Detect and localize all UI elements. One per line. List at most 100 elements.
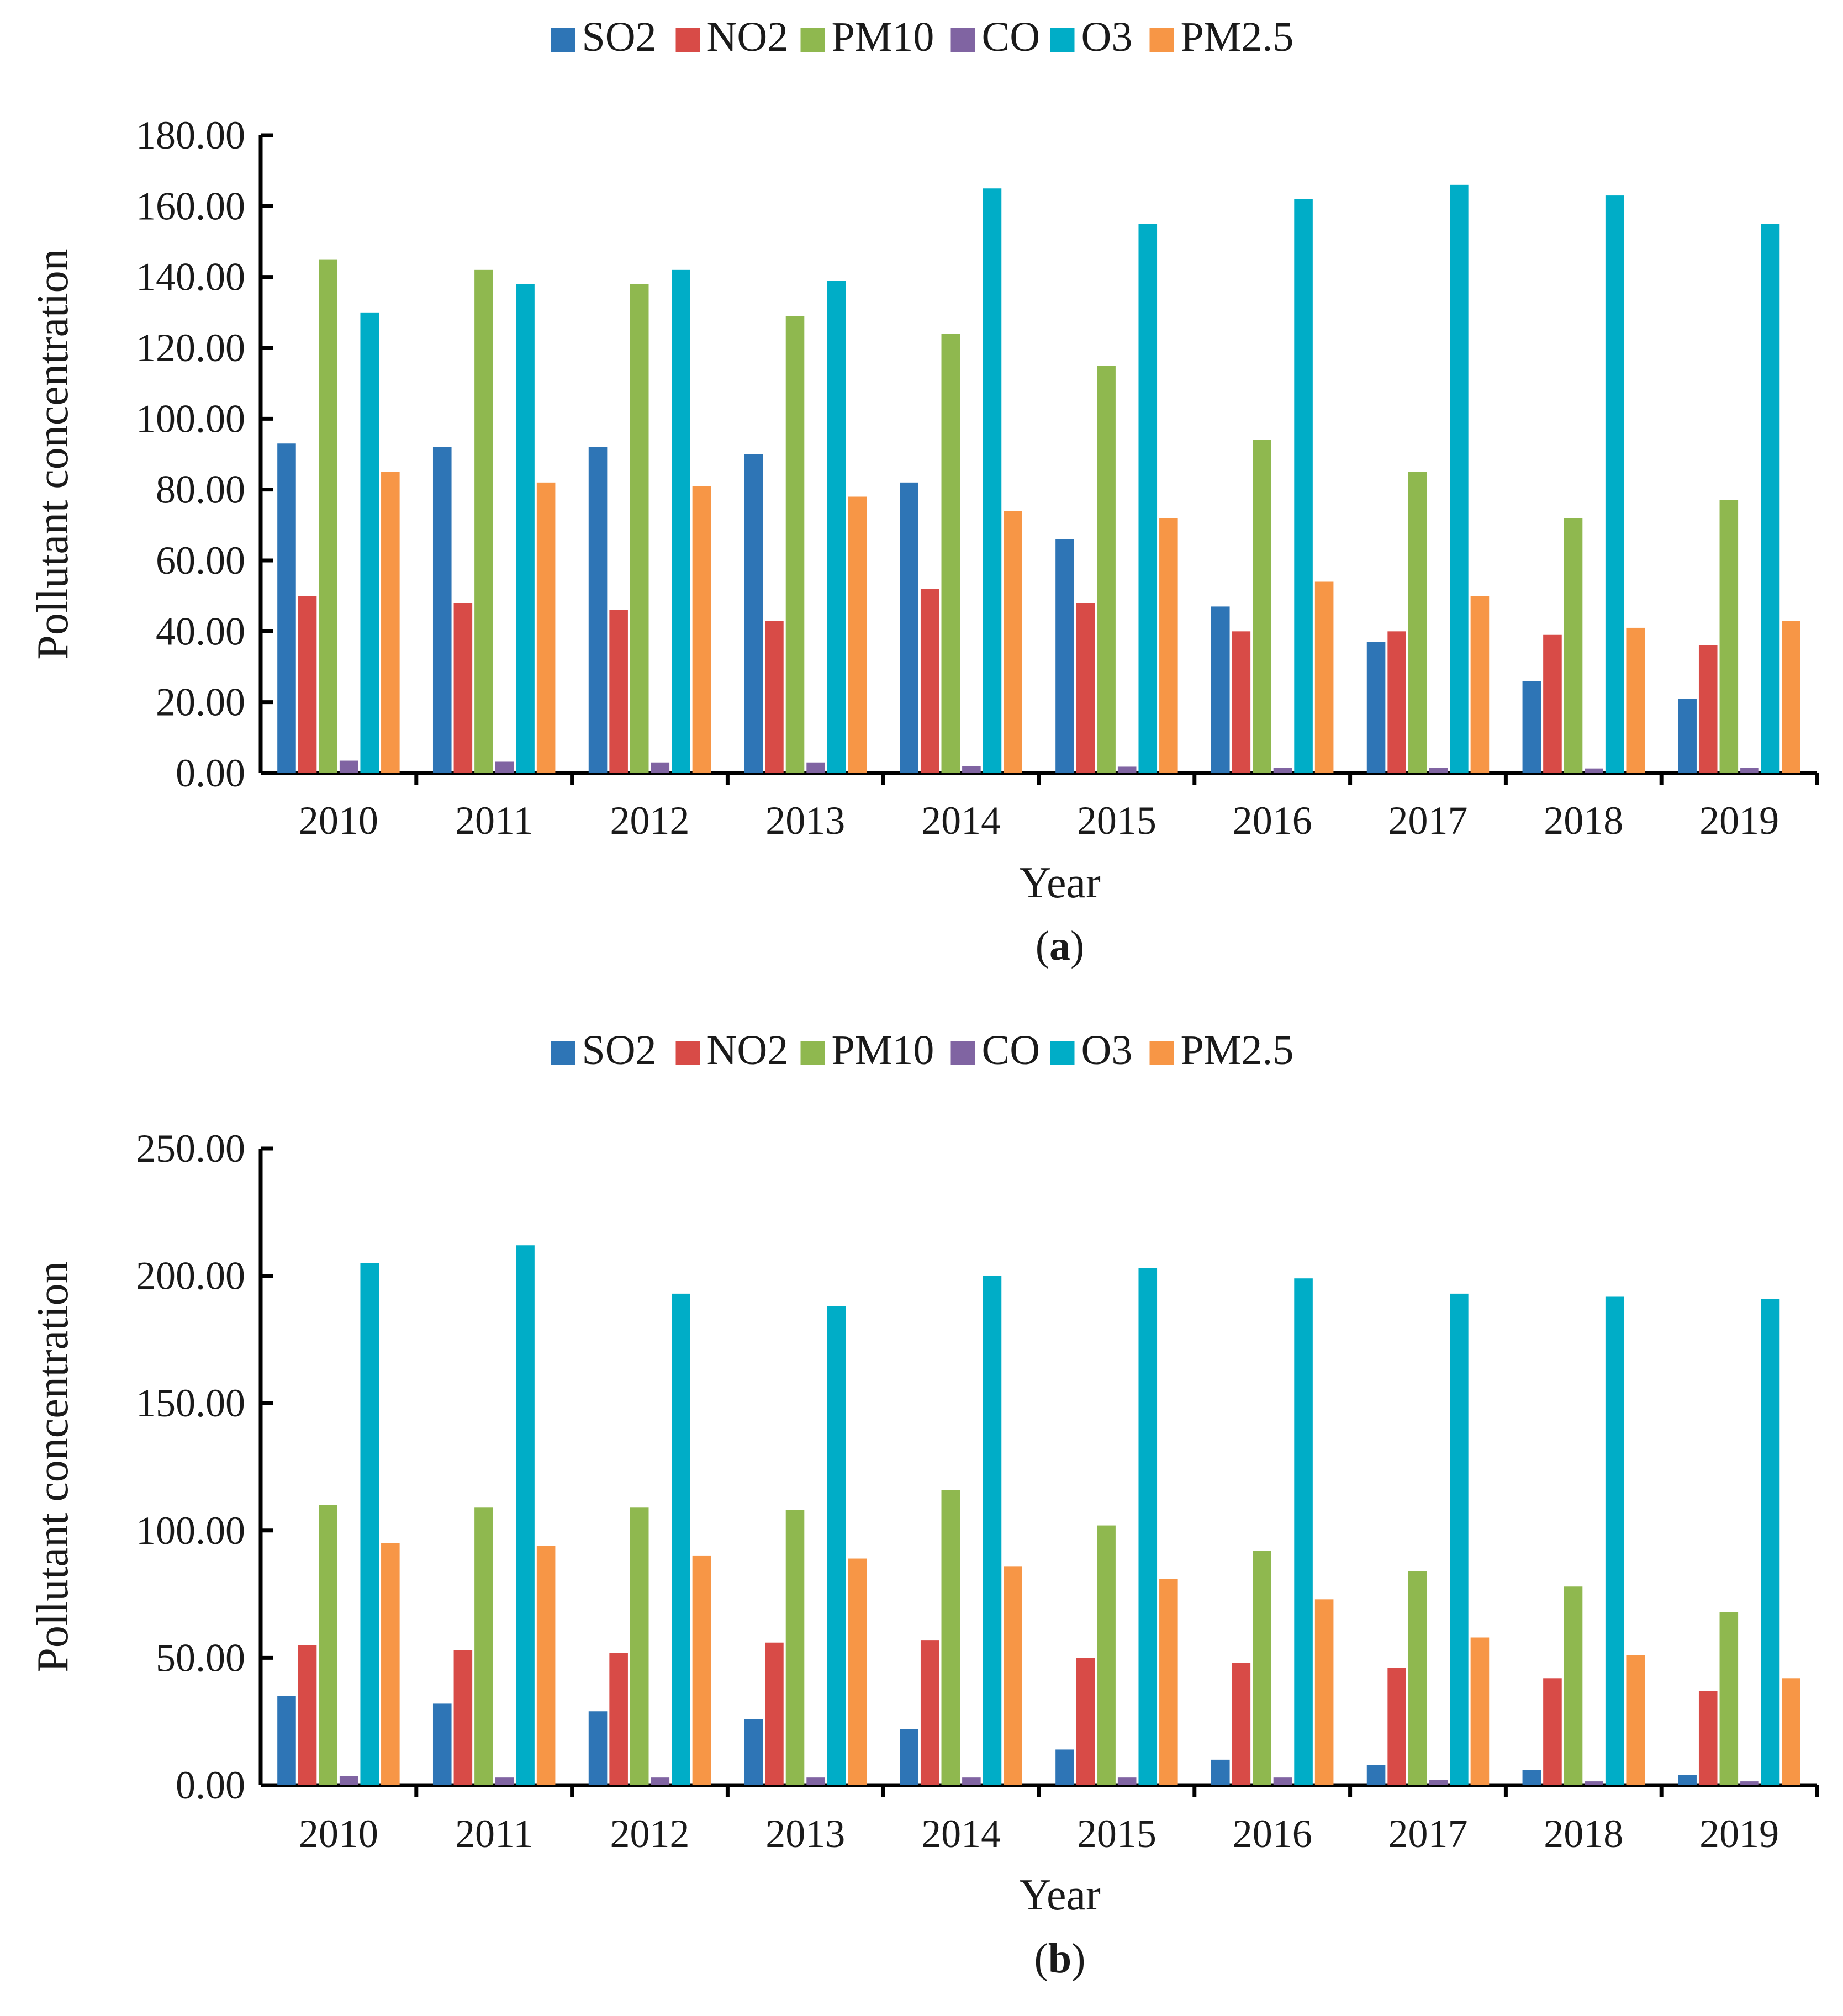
bar (1719, 1612, 1739, 1785)
legend-swatch (1149, 28, 1174, 52)
bar (1097, 1525, 1116, 1785)
bar (360, 312, 379, 773)
y-tick-label: 250.00 (136, 1126, 245, 1171)
legend-swatch (551, 28, 575, 52)
bar (1585, 768, 1603, 773)
x-tick-label: 2011 (455, 1812, 533, 1856)
bar (806, 762, 825, 773)
bar (1366, 1765, 1386, 1785)
bar (1004, 511, 1022, 773)
legend-swatch (551, 1041, 575, 1065)
legend: SO2 NO2 PM10 CO O3 PM2.5 (551, 14, 1294, 60)
bar (1543, 1678, 1562, 1785)
bar (1585, 1781, 1603, 1785)
bar (983, 1276, 1002, 1785)
y-tick-label: 50.00 (156, 1636, 245, 1680)
bar (588, 1711, 608, 1785)
bar (277, 443, 296, 773)
bar (1740, 1781, 1759, 1785)
bar (827, 1306, 846, 1785)
bar (1450, 184, 1469, 773)
x-tick-label: 2016 (1233, 1812, 1312, 1856)
bar (1055, 539, 1074, 773)
bar (1314, 1599, 1334, 1785)
bar (1138, 1268, 1158, 1785)
bar (941, 1490, 960, 1785)
bar (298, 1645, 317, 1785)
legend-swatch (1149, 1041, 1174, 1065)
bar (1605, 195, 1624, 773)
bar (1055, 1749, 1074, 1785)
x-tick-label: 2010 (299, 1812, 378, 1856)
x-tick-label: 2017 (1388, 798, 1468, 843)
bar (920, 1640, 939, 1785)
bar (609, 610, 628, 773)
x-tick-label: 2017 (1388, 1812, 1468, 1856)
bar (848, 496, 867, 773)
legend-label: PM10 (832, 14, 934, 60)
bar (1564, 518, 1583, 773)
bar (1294, 199, 1313, 773)
y-tick-label: 160.00 (136, 184, 245, 228)
bar (1740, 768, 1759, 773)
bar (1698, 645, 1718, 773)
bar (1253, 1551, 1271, 1785)
bar (319, 259, 337, 773)
legend-label: O3 (1081, 14, 1133, 60)
y-tick-label: 20.00 (156, 680, 245, 724)
bar (298, 596, 317, 773)
bar (630, 1507, 649, 1785)
bar (651, 1777, 670, 1785)
bar (900, 482, 918, 773)
x-tick-label: 2019 (1699, 1812, 1779, 1856)
legend-swatch (950, 1041, 975, 1065)
legend-label: PM2.5 (1181, 14, 1294, 60)
bar (609, 1653, 628, 1785)
bar (765, 1642, 784, 1785)
x-tick-label: 2011 (455, 798, 533, 843)
bar (277, 1696, 296, 1785)
bar (1605, 1296, 1624, 1785)
bar (1470, 596, 1490, 773)
bar (1159, 518, 1178, 773)
bar (744, 454, 763, 773)
bar (1429, 1780, 1448, 1785)
bar (1314, 581, 1334, 773)
legend-swatch (800, 1041, 825, 1065)
y-tick-label: 100.00 (136, 396, 245, 441)
bar (920, 589, 939, 773)
y-tick-label: 140.00 (136, 255, 245, 299)
bar (1761, 1299, 1780, 1785)
x-tick-label: 2018 (1544, 1812, 1623, 1856)
bar (1138, 224, 1158, 774)
bar (1273, 768, 1292, 773)
bar (1408, 1571, 1427, 1785)
x-tick-label: 2013 (765, 1812, 845, 1856)
y-tick-label: 120.00 (136, 326, 245, 370)
bar (692, 486, 711, 773)
y-tick-label: 60.00 (156, 538, 245, 583)
bar (1117, 1777, 1137, 1785)
bar (339, 1776, 358, 1785)
legend-swatch (800, 28, 825, 52)
legend-swatch (1050, 28, 1075, 52)
bar (1294, 1278, 1313, 1785)
y-tick-label: 0.00 (176, 1763, 245, 1807)
x-tick-label: 2013 (765, 798, 845, 843)
bar (1698, 1691, 1718, 1785)
legend-label: NO2 (707, 14, 789, 60)
legend-item: PM10 (800, 1027, 934, 1073)
bar (785, 1510, 805, 1785)
bar (1470, 1637, 1490, 1785)
bar (360, 1263, 379, 1785)
y-tick-label: 0.00 (176, 751, 245, 795)
bar (1273, 1777, 1292, 1785)
bar (1159, 1579, 1178, 1785)
y-tick-label: 150.00 (136, 1381, 245, 1425)
panel-label: (b) (1034, 1935, 1086, 1982)
bar (588, 447, 608, 773)
legend-swatch (675, 1041, 700, 1065)
bar (432, 447, 452, 773)
x-tick-label: 2012 (610, 798, 690, 843)
bar (495, 761, 514, 773)
